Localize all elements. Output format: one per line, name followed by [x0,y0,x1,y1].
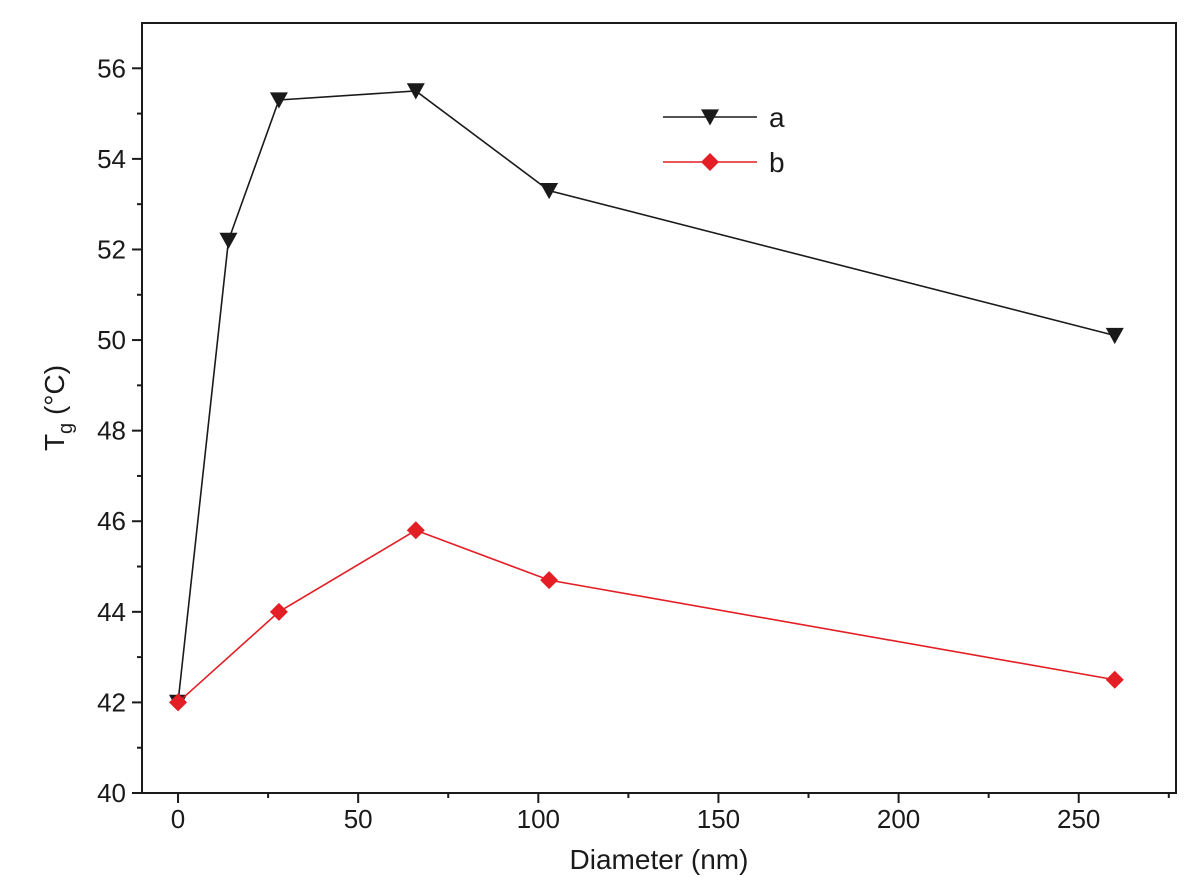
x-tick-label: 100 [517,804,560,834]
y-axis-title-main: T [39,434,70,451]
data-point-b [269,602,288,621]
y-tick-label: 52 [97,234,126,264]
data-point-b [169,693,188,712]
x-axis-ticks: 0 50 100 150 200 250 [171,793,1170,834]
x-tick-label: 150 [697,804,740,834]
x-tick-label: 0 [171,804,185,834]
y-tick-label: 42 [97,687,126,717]
y-axis-title-unit: (°C) [39,365,70,423]
legend-marker-a [701,109,719,126]
y-axis-title: Tg (°C) [39,365,77,451]
series-line-b [177,529,1115,704]
data-point-b [406,521,425,540]
x-tick-label: 250 [1057,804,1100,834]
y-tick-label: 40 [97,778,126,808]
y-tick-label: 54 [97,144,126,174]
series-line-a [177,90,1115,703]
data-point-b [540,571,559,590]
legend-label-a: a [769,102,785,133]
legend: ab [663,102,785,178]
data-point-a [540,182,559,200]
x-tick-label: 200 [877,804,920,834]
legend-marker-b [701,153,719,171]
y-tick-label: 56 [97,53,126,83]
y-axis-title-subscript: g [55,423,77,434]
data-point-b [1105,670,1124,689]
plot-frame [141,22,1177,794]
legend-label-b: b [769,147,785,178]
y-axis-ticks: 40 42 44 46 48 50 52 54 56 [97,53,142,808]
x-axis-title: Diameter (nm) [570,844,749,875]
data-point-a [269,92,288,109]
data-point-a [219,232,238,249]
x-tick-label: 50 [344,804,373,834]
series-layer [169,83,1124,712]
y-tick-label: 48 [97,416,126,446]
data-point-a [1105,327,1124,345]
y-tick-label: 46 [97,506,126,536]
y-tick-label: 44 [97,597,126,627]
data-point-a [406,83,425,100]
y-tick-label: 50 [97,325,126,355]
